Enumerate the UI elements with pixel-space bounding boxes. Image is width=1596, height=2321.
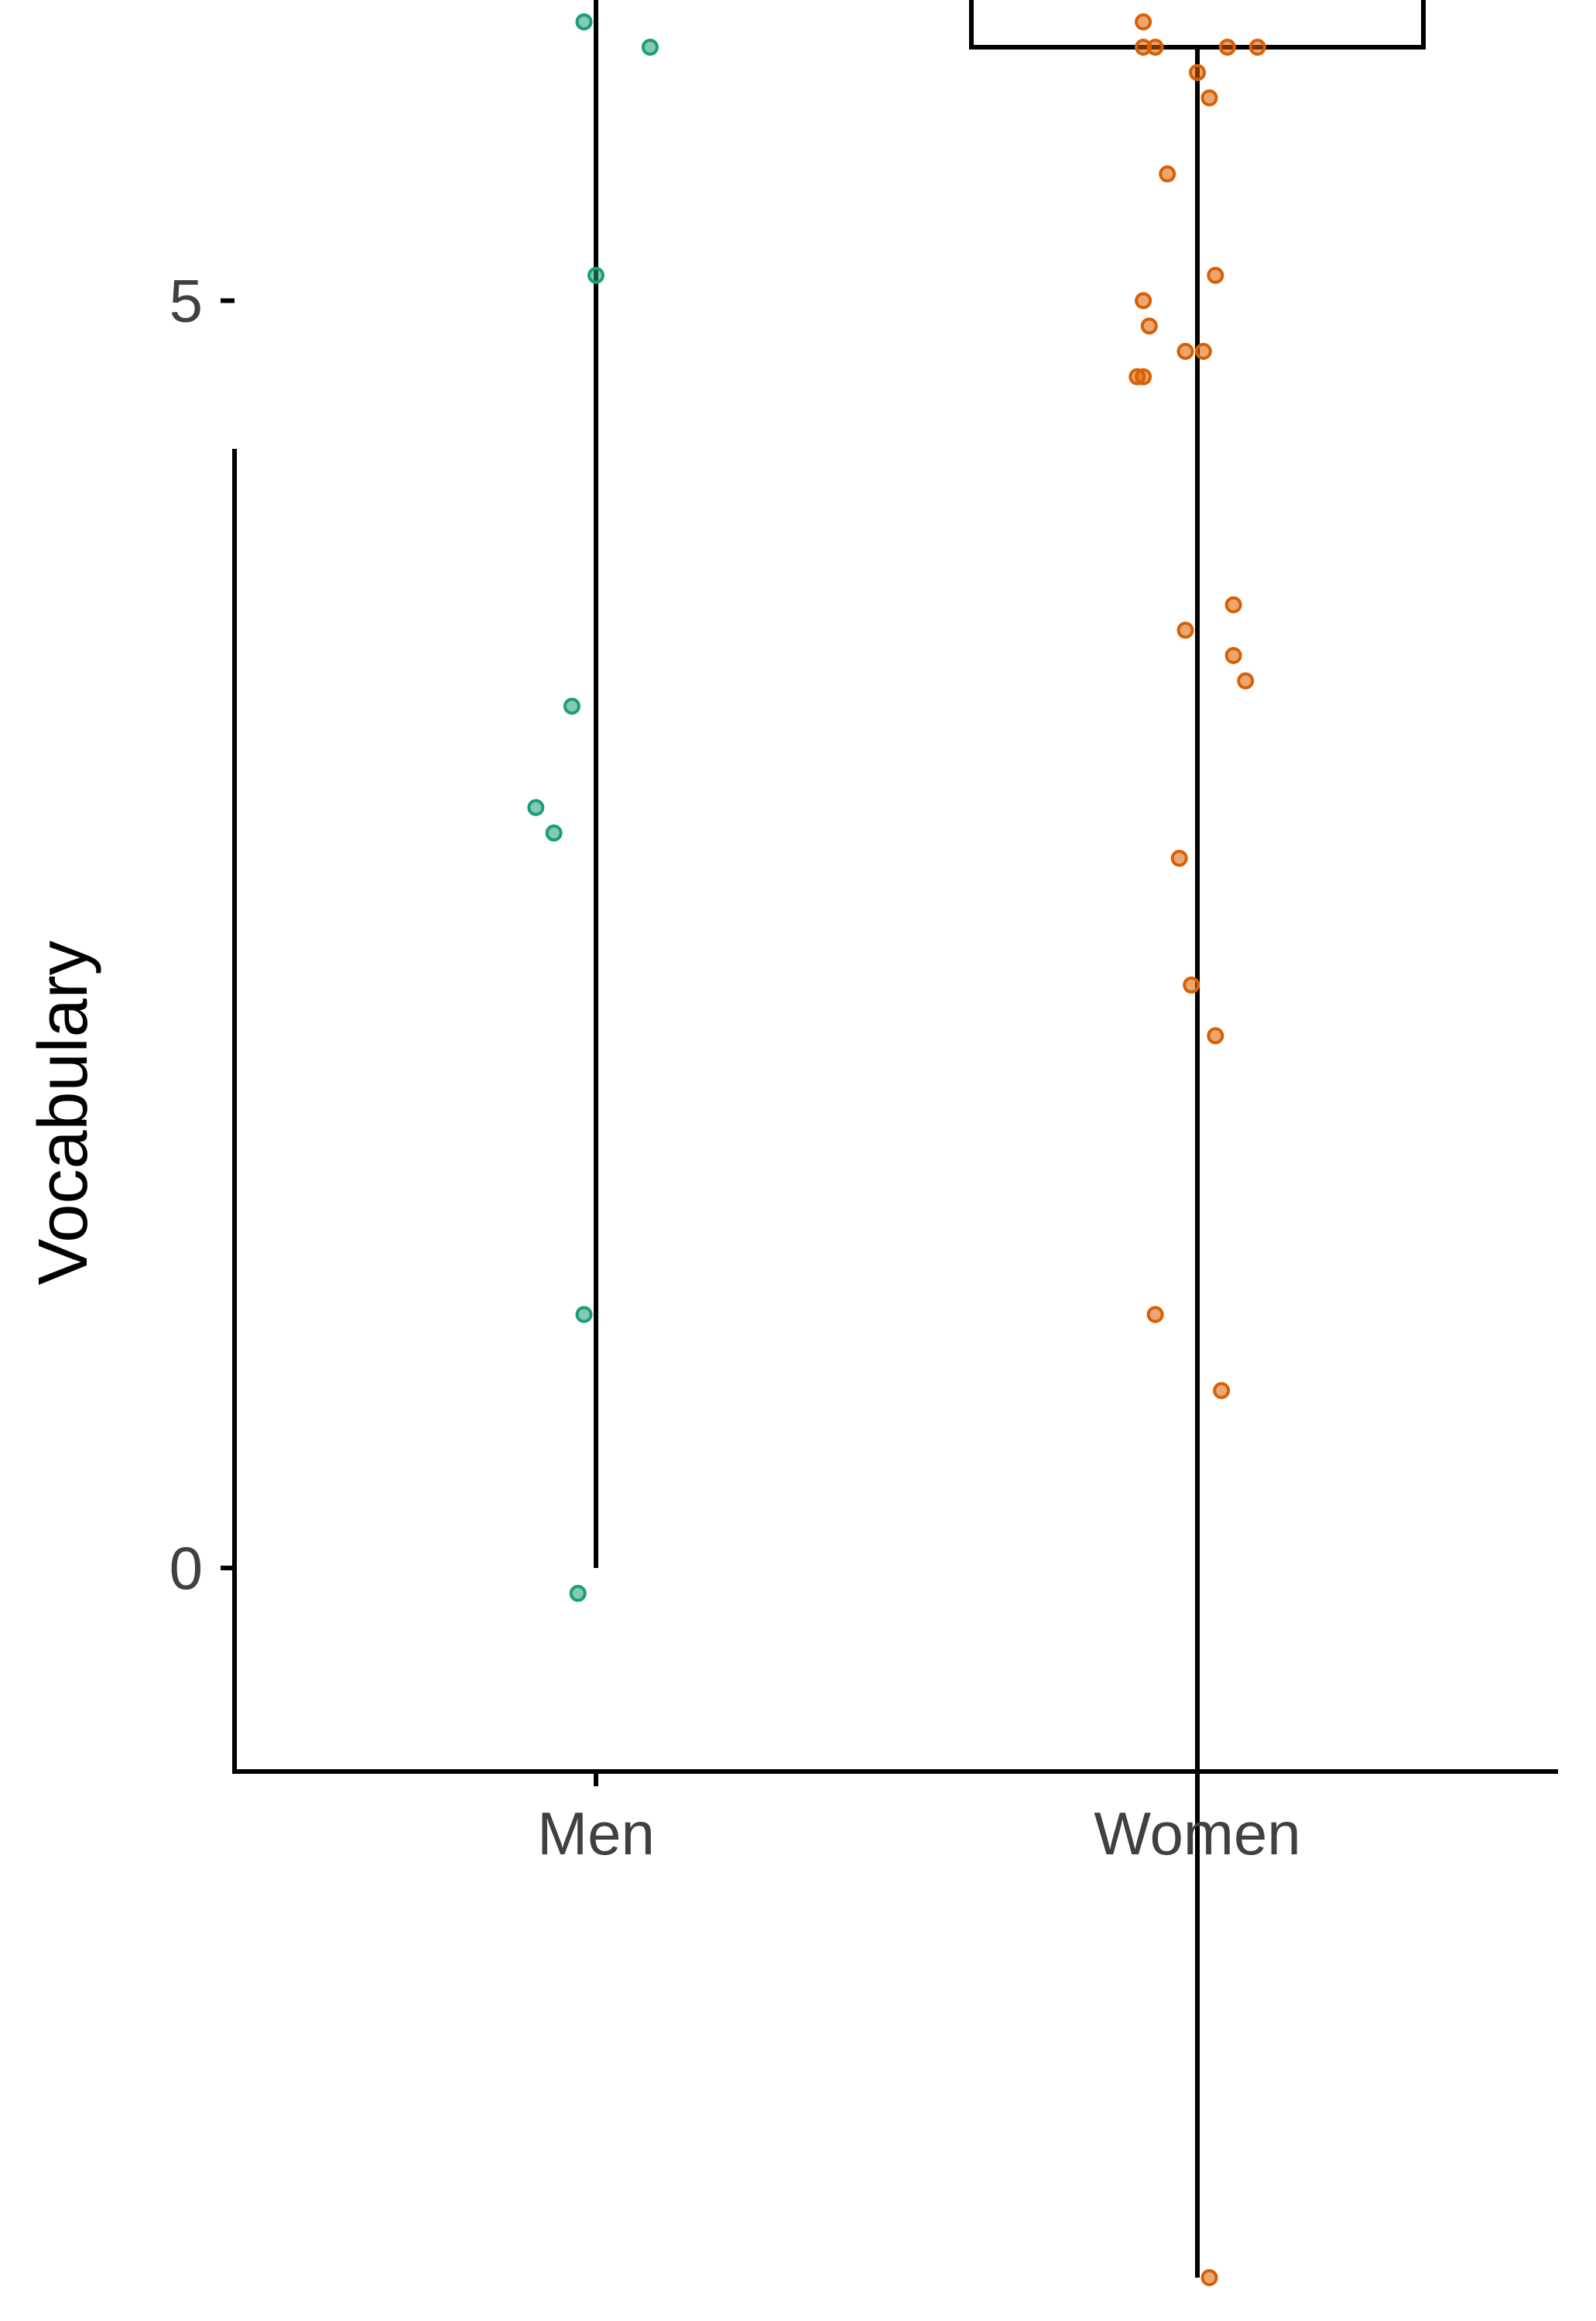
- data-point: [575, 13, 593, 31]
- data-point: [1207, 266, 1224, 284]
- data-point: [1200, 89, 1218, 107]
- data-point: [1170, 850, 1188, 867]
- x-tick-label-women: Women: [1094, 1799, 1300, 1867]
- data-point: [527, 799, 545, 816]
- data-point: [1189, 63, 1206, 81]
- axes-layer: 05101520MenWomen: [170, 267, 1558, 1867]
- data-point: [1207, 1027, 1224, 1045]
- data-point: [1183, 976, 1200, 994]
- points-layer: [527, 13, 1266, 2286]
- y-tick-label: 0: [170, 1534, 203, 1602]
- data-point: [569, 1584, 587, 1602]
- data-point: [1135, 13, 1152, 31]
- data-point: [1129, 368, 1146, 385]
- data-point: [1146, 1306, 1164, 1323]
- data-point: [1213, 1381, 1231, 1399]
- data-point: [1159, 165, 1176, 183]
- data-point: [641, 39, 659, 56]
- data-point: [1224, 596, 1242, 614]
- data-point: [1237, 672, 1255, 690]
- data-point: [575, 1306, 593, 1323]
- data-point: [1146, 39, 1164, 56]
- data-point: [1200, 2269, 1218, 2286]
- data-point: [1140, 317, 1158, 335]
- data-point: [1248, 39, 1266, 56]
- box-women: [969, 0, 1426, 50]
- data-point: [1176, 621, 1194, 639]
- data-point: [1218, 39, 1236, 56]
- y-axis-title: Vocabulary: [25, 940, 102, 1285]
- data-point: [563, 697, 581, 715]
- y-tick-label: 5: [170, 267, 203, 335]
- boxes-layer: [594, 0, 1426, 2278]
- data-point: [1224, 647, 1242, 664]
- data-point: [1194, 343, 1212, 360]
- data-point: [1135, 292, 1152, 310]
- data-point: [545, 824, 563, 842]
- data-point: [1176, 343, 1194, 360]
- x-tick-label-men: Men: [537, 1799, 655, 1867]
- data-point: [587, 266, 604, 284]
